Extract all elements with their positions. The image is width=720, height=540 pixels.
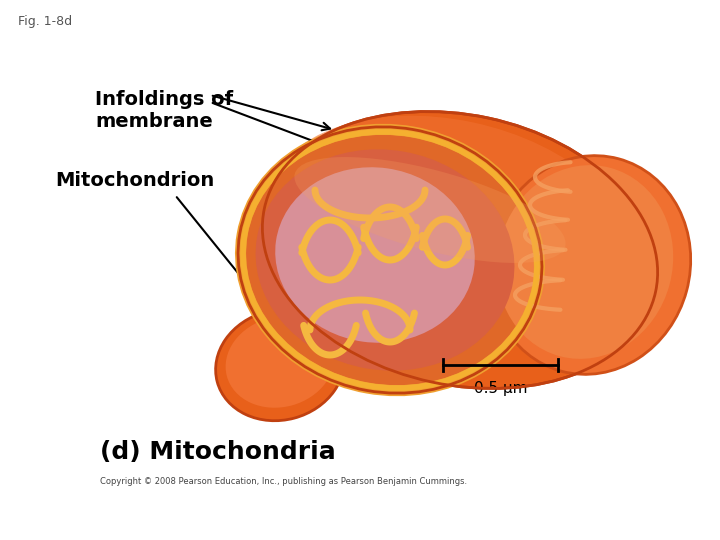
Ellipse shape (490, 156, 690, 374)
Ellipse shape (497, 165, 673, 359)
Text: Copyright © 2008 Pearson Education, Inc., publishing as Pearson Benjamin Cumming: Copyright © 2008 Pearson Education, Inc.… (100, 477, 467, 487)
Ellipse shape (268, 116, 632, 345)
Ellipse shape (294, 157, 566, 263)
Ellipse shape (256, 150, 515, 370)
Text: Fig. 1-8d: Fig. 1-8d (18, 15, 72, 28)
Text: (d) Mitochondria: (d) Mitochondria (100, 440, 336, 464)
Text: 0.5 μm: 0.5 μm (474, 381, 527, 396)
Text: Infoldings of
membrane: Infoldings of membrane (95, 90, 233, 131)
Ellipse shape (240, 130, 539, 390)
Ellipse shape (225, 316, 334, 408)
Text: Mitochondrion: Mitochondrion (55, 171, 215, 190)
Ellipse shape (215, 309, 344, 421)
Ellipse shape (275, 167, 474, 343)
Ellipse shape (262, 112, 657, 388)
